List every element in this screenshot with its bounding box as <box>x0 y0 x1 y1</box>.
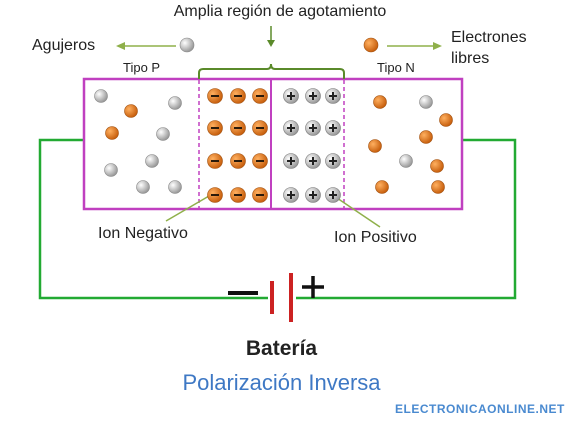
hole <box>168 180 182 194</box>
free-electron <box>105 126 119 140</box>
plus-sign <box>302 276 324 298</box>
left-arrow <box>116 42 176 50</box>
free-electron <box>368 139 382 153</box>
positive-ion-label: Ion Positivo <box>334 229 417 246</box>
type-p-label: Tipo P <box>123 60 161 75</box>
circuit-wire-right <box>296 138 517 300</box>
pos-ion-pointer <box>333 195 381 228</box>
hole <box>156 127 170 141</box>
hole <box>104 163 118 177</box>
type-n-label: Tipo N <box>377 60 415 75</box>
hole <box>136 180 150 194</box>
down-arrow <box>267 26 275 47</box>
right-arrow <box>387 42 442 50</box>
electron-legend-icon <box>363 37 379 53</box>
free-electrons-line2: libres <box>451 50 490 67</box>
website-watermark: ELECTRONICAONLINE.NET <box>395 402 565 416</box>
holes-label: Agujeros <box>32 37 96 54</box>
free-electrons-line1: Electrones <box>451 29 527 46</box>
free-electron <box>419 130 433 144</box>
free-electron <box>439 113 453 127</box>
free-electron <box>430 159 444 173</box>
battery-label: Batería <box>245 337 318 360</box>
depletion-region-label: Amplia región de agotamiento <box>173 3 387 20</box>
circuit-wire <box>38 138 268 300</box>
depletion-bracket <box>198 63 345 79</box>
hole <box>145 154 159 168</box>
hole <box>419 95 433 109</box>
polarization-title: Polarización Inversa <box>182 370 381 395</box>
neg-ion-pointer <box>165 195 210 222</box>
free-electrons-label: Electrones libres <box>451 27 527 69</box>
hole <box>399 154 413 168</box>
battery <box>228 273 324 322</box>
free-electron <box>124 104 138 118</box>
free-electron <box>373 95 387 109</box>
free-electron <box>431 180 445 194</box>
hole <box>94 89 108 103</box>
hole <box>168 96 182 110</box>
hole-legend-icon <box>179 37 195 53</box>
free-electron <box>375 180 389 194</box>
negative-ion-label: Ion Negativo <box>98 225 188 242</box>
